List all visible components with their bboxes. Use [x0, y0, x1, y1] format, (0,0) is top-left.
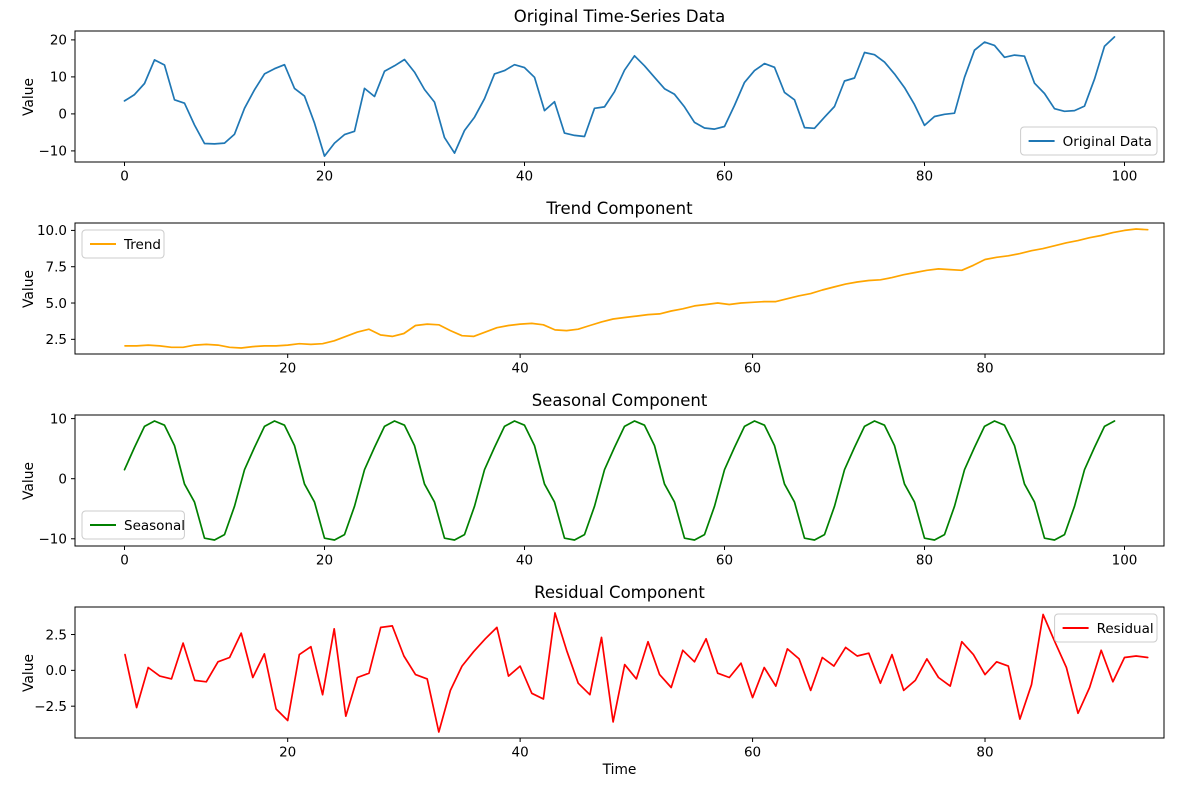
x-tick-label: 40: [512, 361, 529, 377]
x-tick-label: 0: [120, 553, 129, 569]
y-tick-label: 0: [58, 471, 67, 487]
series-line-original-data: [123, 36, 1116, 157]
y-tick-label: 10: [50, 70, 67, 86]
x-tick-label: 20: [279, 745, 296, 761]
legend-box: [1020, 126, 1158, 156]
axes-frame: [74, 30, 1165, 163]
title-residual: Residual Component: [534, 583, 705, 602]
y-tick-label: 7.5: [46, 260, 67, 276]
legend-box: [1054, 613, 1158, 643]
x-tick-label: 100: [1112, 553, 1138, 569]
legend-residual: Residual: [1054, 613, 1158, 643]
title-original: Original Time-Series Data: [513, 7, 726, 26]
x-tick-label: 60: [744, 745, 761, 761]
y-tick-label: 10.0: [37, 223, 67, 239]
y-tick-label: −10: [39, 144, 68, 160]
legend-label: Residual: [1097, 621, 1154, 637]
legend-label: Original Data: [1063, 134, 1152, 150]
x-tick-label: 60: [744, 361, 761, 377]
legend-label: Trend: [123, 237, 161, 253]
x-tick-label: 20: [316, 553, 333, 569]
x-tick-label: 60: [716, 553, 733, 569]
x-tick-label: 0: [120, 169, 129, 185]
x-tick-label: 40: [516, 553, 533, 569]
series-line-trend: [124, 228, 1149, 349]
y-tick-label: 0.0: [46, 663, 67, 679]
y-tick-label: 5.0: [46, 296, 67, 312]
legend-original-data: Original Data: [1020, 126, 1158, 156]
legend-trend: Trend: [81, 229, 165, 259]
legend-label: Seasonal: [124, 518, 185, 534]
ylabel-residual: Value: [21, 653, 37, 692]
x-tick-label: 100: [1112, 169, 1138, 185]
series-line-seasonal: [123, 420, 1116, 541]
y-tick-label: 10: [50, 411, 67, 427]
ylabel-original: Value: [21, 77, 37, 116]
x-tick-label: 80: [976, 361, 993, 377]
xlabel-time: Time: [602, 762, 637, 778]
y-tick-label: 2.5: [46, 332, 67, 348]
y-tick-label: −2.5: [34, 699, 67, 715]
legend-seasonal: Seasonal: [81, 510, 185, 540]
series-line-residual: [124, 612, 1149, 733]
legend-box: [81, 510, 185, 540]
title-trend: Trend Component: [546, 199, 693, 218]
x-tick-label: 80: [976, 745, 993, 761]
x-tick-label: 80: [916, 169, 933, 185]
axes-frame: [74, 222, 1165, 355]
legend-box: [81, 229, 165, 259]
x-tick-label: 20: [279, 361, 296, 377]
y-tick-label: 2.5: [46, 627, 67, 643]
axes-frame: [74, 606, 1165, 739]
x-tick-label: 20: [316, 169, 333, 185]
x-tick-label: 60: [716, 169, 733, 185]
x-tick-label: 80: [916, 553, 933, 569]
y-tick-label: 20: [50, 33, 67, 49]
x-tick-label: 40: [512, 745, 529, 761]
ylabel-seasonal: Value: [21, 461, 37, 500]
title-seasonal: Seasonal Component: [531, 391, 708, 410]
x-tick-label: 40: [516, 169, 533, 185]
y-tick-label: −10: [39, 532, 68, 548]
ylabel-trend: Value: [21, 269, 37, 308]
y-tick-label: 0: [58, 107, 67, 123]
axes-frame: [74, 414, 1165, 547]
